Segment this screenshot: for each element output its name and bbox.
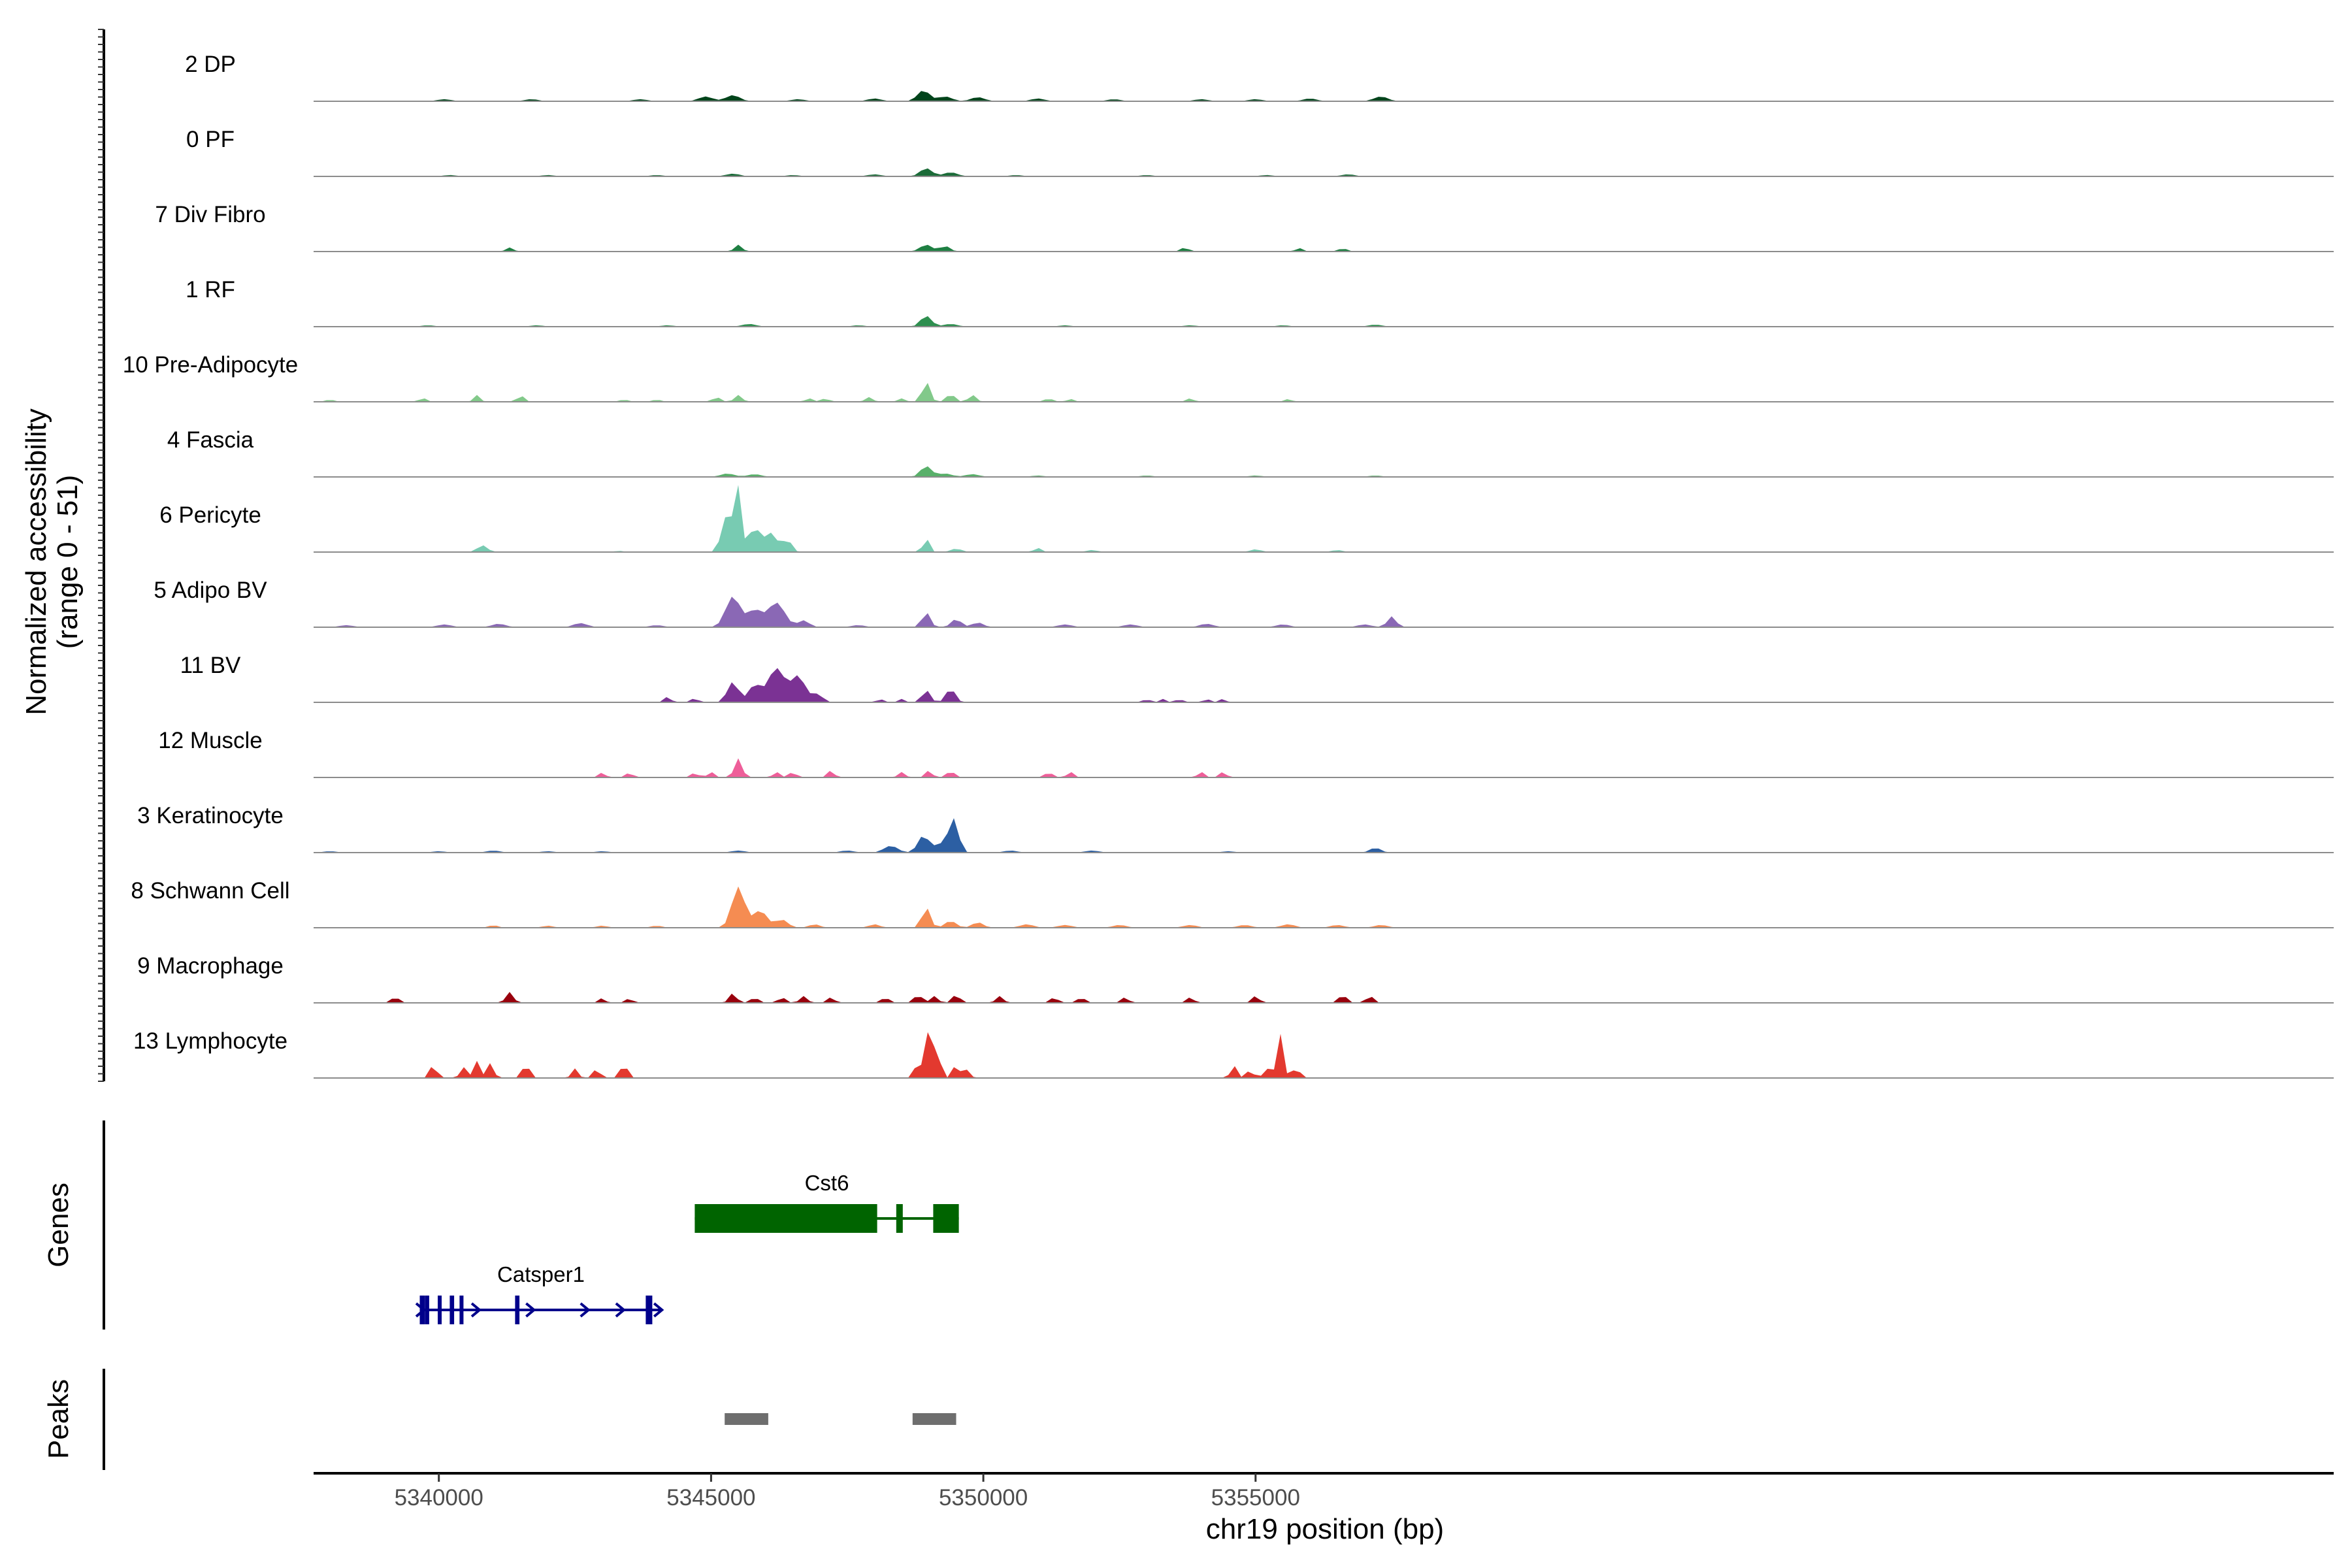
peak-region — [725, 1413, 768, 1425]
x-tick-label: 5340000 — [395, 1485, 483, 1511]
coverage-area — [314, 818, 2334, 853]
strand-arrow — [415, 1302, 427, 1318]
track-1-rf: 1 RF — [186, 277, 2334, 327]
strand-arrow — [470, 1302, 482, 1318]
gene-exon — [459, 1296, 464, 1324]
strand-arrow — [932, 1211, 943, 1226]
track-2-dp: 2 DP — [185, 52, 2334, 102]
gene-exon — [645, 1296, 653, 1324]
coverage-area — [314, 668, 2334, 702]
peak-region — [912, 1413, 956, 1425]
gene-name-label: Cst6 — [805, 1171, 849, 1195]
coverage-area — [314, 466, 2334, 477]
gene-name-label: Catsper1 — [497, 1262, 585, 1286]
track-label: 5 Adipo BV — [154, 578, 267, 603]
track-label: 2 DP — [185, 52, 236, 77]
x-tick-label: 5345000 — [666, 1485, 755, 1511]
y-axis-title: Normalized accessibility — [20, 408, 52, 715]
x-tick-label: 5350000 — [939, 1485, 1028, 1511]
coverage-area — [314, 992, 2334, 1003]
coverage-area — [314, 758, 2334, 777]
coverage-area — [314, 168, 2334, 176]
gene-exon — [438, 1296, 442, 1324]
strand-arrow — [653, 1302, 664, 1318]
track-label: 0 PF — [186, 127, 235, 152]
coverage-tracks: 2 DP 0 PF 7 Div Fibro 1 RF 10 Pre-Adipocyte 4… — [123, 52, 2334, 1079]
x-tick-label: 5355000 — [1211, 1485, 1300, 1511]
track-label: 7 Div Fibro — [155, 202, 265, 227]
track-13-lymphocyte: 13 Lymphocyte — [133, 1028, 2334, 1079]
strand-arrow — [615, 1302, 627, 1318]
gene-catsper1: Catsper1 — [415, 1262, 664, 1324]
track-0-pf: 0 PF — [186, 127, 2334, 177]
track-label: 11 BV — [180, 653, 241, 678]
track-10-pre-adipocyte: 10 Pre-Adipocyte — [123, 352, 2334, 402]
track-8-schwann-cell: 8 Schwann Cell — [131, 878, 2334, 928]
track-label: 12 Muscle — [158, 728, 263, 753]
gene-exon — [896, 1204, 903, 1233]
track-label: 10 Pre-Adipocyte — [123, 352, 298, 378]
coverage-area — [314, 244, 2334, 252]
gene-annotation-track: Cst6 Catsper1 — [415, 1171, 959, 1324]
coverage-area — [314, 91, 2334, 101]
gene-exon — [425, 1296, 429, 1324]
coverage-area — [314, 596, 2334, 627]
coverage-area — [314, 316, 2334, 327]
track-label: 6 Pericyte — [159, 502, 261, 528]
track-label: 3 Keratinocyte — [137, 803, 284, 828]
gene-exon — [694, 1204, 877, 1233]
peaks-track — [725, 1413, 956, 1425]
gene-exon — [515, 1296, 520, 1324]
coverage-area — [314, 886, 2334, 928]
track-label: 9 Macrophage — [137, 953, 284, 979]
track-11-bv: 11 BV — [180, 653, 2334, 703]
track-9-macrophage: 9 Macrophage — [137, 953, 2334, 1004]
x-axis: 5340000 5345000 5350000 5355000 — [314, 1472, 2334, 1511]
peaks-track-label: Peaks — [42, 1379, 74, 1459]
y-axis — [98, 29, 105, 1082]
track-label: 8 Schwann Cell — [131, 878, 289, 904]
strand-arrow — [525, 1302, 536, 1318]
track-4-fascia: 4 Fascia — [167, 427, 2334, 478]
genes-track-label: Genes — [42, 1183, 74, 1267]
strand-arrow — [580, 1302, 591, 1318]
x-axis-title: chr19 position (bp) — [1206, 1513, 1444, 1545]
track-label: 13 Lymphocyte — [133, 1028, 287, 1054]
track-5-adipo-bv: 5 Adipo BV — [154, 578, 2334, 628]
track-12-muscle: 12 Muscle — [158, 728, 2334, 778]
coverage-area — [314, 1032, 2334, 1078]
y-axis-range-label: (range 0 - 51) — [52, 475, 84, 649]
gene-exon — [449, 1296, 455, 1324]
track-7-div-fibro: 7 Div Fibro — [155, 202, 2334, 252]
coverage-area — [314, 383, 2334, 402]
track-label: 1 RF — [186, 277, 235, 302]
track-3-keratinocyte: 3 Keratinocyte — [137, 803, 2334, 853]
gene-exon — [933, 1204, 959, 1233]
track-6-pericyte: 6 Pericyte — [159, 485, 2334, 553]
track-label: 4 Fascia — [167, 427, 254, 453]
gene-cst6: Cst6 — [694, 1171, 959, 1233]
coverage-area — [314, 485, 2334, 552]
